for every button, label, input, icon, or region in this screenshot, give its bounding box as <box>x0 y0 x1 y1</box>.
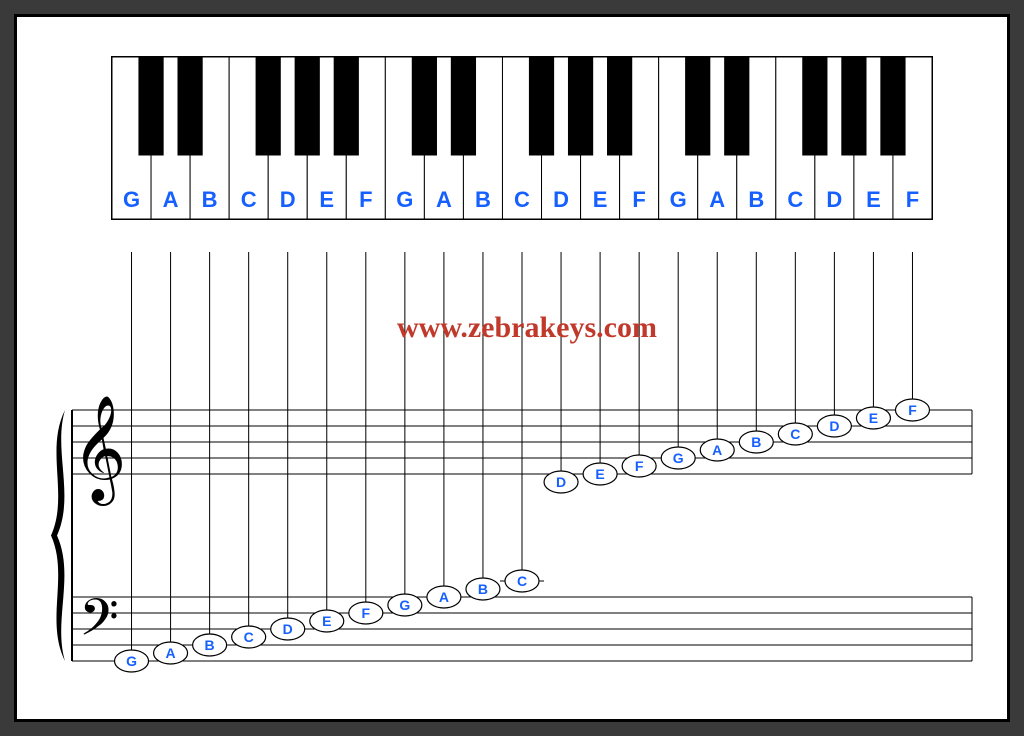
black-key <box>178 57 202 155</box>
black-key <box>295 57 319 155</box>
staff-brace <box>51 410 65 661</box>
bass-clef-icon: 𝄢 <box>79 590 119 659</box>
black-key <box>256 57 280 155</box>
key-label: C <box>514 187 530 212</box>
black-key <box>451 57 475 155</box>
key-label: A <box>709 187 725 212</box>
key-label: G <box>396 187 413 212</box>
key-label: B <box>748 187 764 212</box>
note-letter: B <box>205 637 215 653</box>
key-label: A <box>163 187 179 212</box>
note-letter: A <box>166 645 176 661</box>
black-key <box>139 57 163 155</box>
note-letter: D <box>283 621 293 637</box>
key-label: F <box>359 187 372 212</box>
key-label: E <box>319 187 334 212</box>
key-label: F <box>906 187 919 212</box>
note-letter: C <box>517 573 527 589</box>
note-letter: F <box>362 605 371 621</box>
black-key <box>725 57 749 155</box>
note-letter: C <box>244 629 254 645</box>
key-label: E <box>866 187 881 212</box>
key-label: G <box>123 187 140 212</box>
key-label: G <box>670 187 687 212</box>
black-key <box>608 57 632 155</box>
note-letter: D <box>829 418 839 434</box>
black-key <box>412 57 436 155</box>
note-letter: F <box>635 458 644 474</box>
note-letter: G <box>126 653 137 669</box>
black-key <box>881 57 905 155</box>
key-label: C <box>241 187 257 212</box>
note-letter: B <box>478 581 488 597</box>
black-key <box>686 57 710 155</box>
diagram-panel: GABCDEFGABCDEFGABCDEF𝄞𝄢GABCDEFGABCDEFGAB… <box>14 14 1010 722</box>
note-letter: C <box>790 426 800 442</box>
key-label: F <box>632 187 645 212</box>
piano-keyboard: GABCDEFGABCDEFGABCDEF <box>112 57 932 219</box>
watermark-text: www.zebrakeys.com <box>397 311 657 344</box>
black-key <box>568 57 592 155</box>
key-label: E <box>593 187 608 212</box>
key-label: D <box>280 187 296 212</box>
note-letter: E <box>322 613 331 629</box>
note-letter: G <box>399 597 410 613</box>
black-key <box>334 57 358 155</box>
note-letter: B <box>751 434 761 450</box>
black-key <box>842 57 866 155</box>
note-letter: D <box>556 474 566 490</box>
key-label: D <box>826 187 842 212</box>
black-key <box>529 57 553 155</box>
note-letter: A <box>712 442 722 458</box>
black-key <box>803 57 827 155</box>
note-letter: G <box>673 450 684 466</box>
note-letter: A <box>439 589 449 605</box>
key-label: C <box>787 187 803 212</box>
note-letter: E <box>595 466 604 482</box>
diagram-svg: GABCDEFGABCDEFGABCDEF𝄞𝄢GABCDEFGABCDEFGAB… <box>17 17 1007 719</box>
note-letter: E <box>869 410 878 426</box>
note-letter: F <box>908 402 917 418</box>
key-label: B <box>475 187 491 212</box>
key-label: D <box>553 187 569 212</box>
key-label: A <box>436 187 452 212</box>
treble-clef-icon: 𝄞 <box>72 396 126 506</box>
key-label: B <box>202 187 218 212</box>
